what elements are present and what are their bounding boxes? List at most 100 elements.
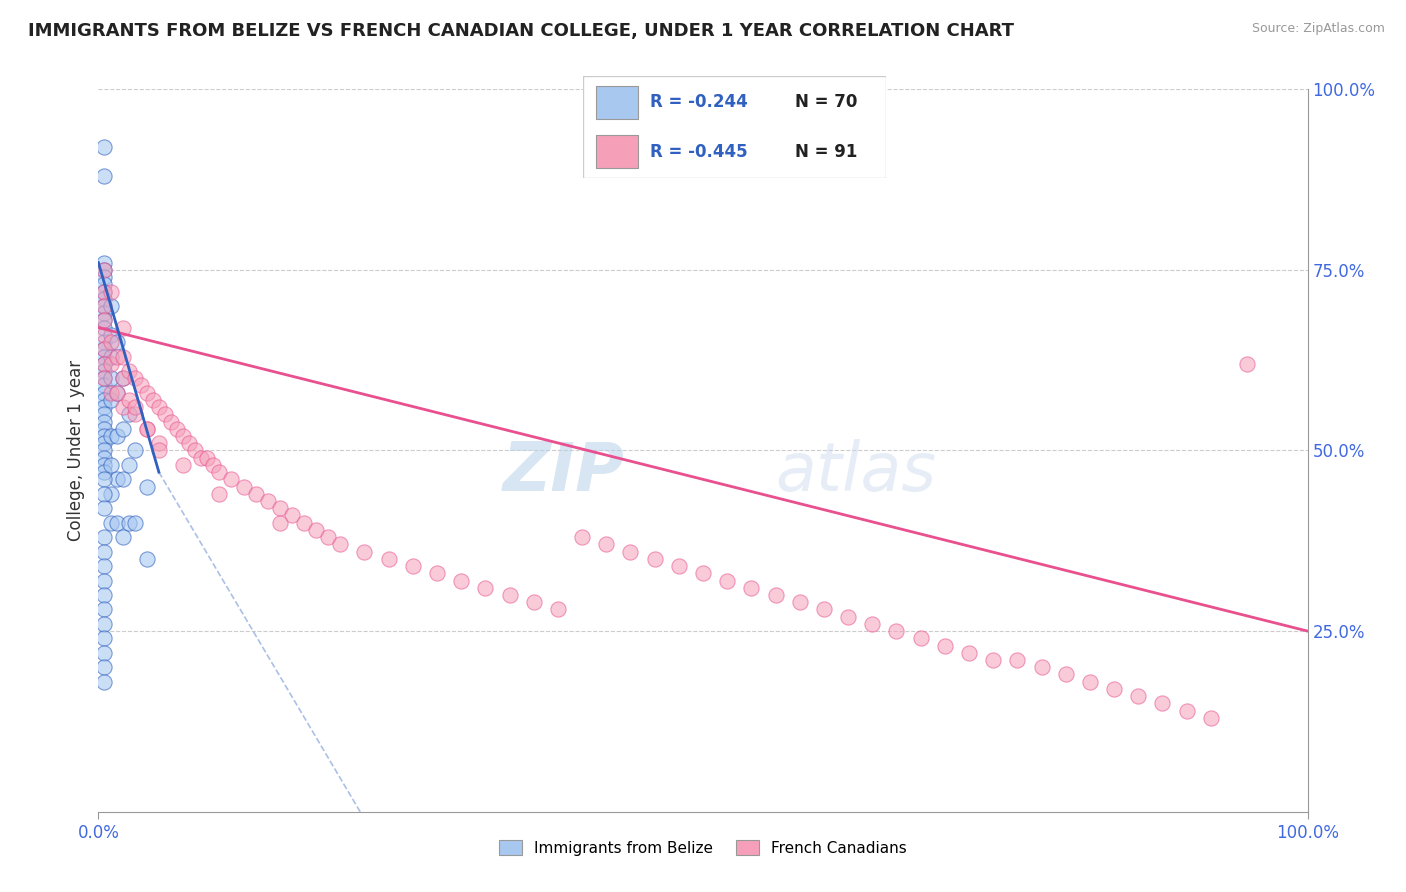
Point: [118, 392, 141, 407]
Point: [837, 609, 859, 624]
Point: [93, 487, 115, 501]
Point: [93, 270, 115, 285]
Point: [305, 523, 328, 537]
Point: [93, 299, 115, 313]
Point: [716, 574, 738, 588]
Text: N = 70: N = 70: [796, 94, 858, 112]
Text: IMMIGRANTS FROM BELIZE VS FRENCH CANADIAN COLLEGE, UNDER 1 YEAR CORRELATION CHAR: IMMIGRANTS FROM BELIZE VS FRENCH CANADIA…: [28, 22, 1014, 40]
Point: [93, 407, 115, 421]
Point: [100, 357, 122, 371]
Point: [111, 350, 134, 364]
Point: [105, 429, 128, 443]
Point: [105, 385, 128, 400]
Point: [148, 443, 170, 458]
Point: [93, 646, 115, 660]
Point: [100, 371, 122, 385]
Point: [498, 588, 520, 602]
Point: [93, 450, 115, 465]
Point: [934, 639, 956, 653]
Point: [93, 415, 115, 429]
Point: [135, 422, 157, 436]
Point: [93, 350, 115, 364]
Point: [105, 385, 128, 400]
Point: [93, 306, 115, 320]
Text: atlas: atlas: [776, 439, 936, 505]
Point: [93, 371, 115, 385]
Y-axis label: College, Under 1 year: College, Under 1 year: [66, 359, 84, 541]
Point: [111, 371, 134, 385]
Point: [100, 487, 122, 501]
Point: [232, 480, 254, 494]
Point: [148, 436, 170, 450]
Point: [93, 559, 115, 574]
Point: [100, 299, 122, 313]
Point: [118, 516, 141, 530]
Point: [93, 140, 115, 154]
Point: [93, 364, 115, 378]
Point: [100, 350, 122, 364]
Point: [105, 516, 128, 530]
Point: [93, 544, 115, 558]
Point: [860, 616, 883, 631]
Text: Source: ZipAtlas.com: Source: ZipAtlas.com: [1251, 22, 1385, 36]
Point: [208, 487, 231, 501]
Point: [93, 343, 115, 357]
Point: [523, 595, 546, 609]
Point: [93, 422, 115, 436]
Point: [93, 320, 115, 334]
Point: [93, 327, 115, 342]
Point: [571, 530, 593, 544]
Point: [245, 487, 267, 501]
Bar: [596, 136, 638, 168]
Bar: [596, 87, 638, 119]
Point: [256, 494, 278, 508]
Point: [105, 350, 128, 364]
Point: [202, 458, 225, 472]
Point: [111, 400, 134, 414]
Point: [619, 544, 641, 558]
Point: [269, 501, 291, 516]
Text: ZIP: ZIP: [502, 439, 624, 505]
Point: [129, 378, 152, 392]
Point: [93, 255, 115, 269]
Point: [93, 501, 115, 516]
Point: [765, 588, 787, 602]
FancyBboxPatch shape: [583, 76, 886, 178]
Point: [1236, 357, 1258, 371]
Point: [195, 450, 218, 465]
Point: [124, 443, 146, 458]
Point: [93, 465, 115, 479]
Point: [221, 472, 243, 486]
Point: [135, 480, 157, 494]
Point: [93, 436, 115, 450]
Point: [208, 465, 231, 479]
Point: [124, 400, 146, 414]
Point: [105, 472, 128, 486]
Point: [426, 566, 449, 581]
Point: [93, 385, 115, 400]
Point: [93, 285, 115, 299]
Point: [281, 508, 304, 523]
Point: [93, 357, 115, 371]
Point: [166, 422, 188, 436]
Point: [172, 458, 194, 472]
Point: [1102, 681, 1125, 696]
Point: [93, 674, 115, 689]
Point: [100, 385, 122, 400]
Point: [100, 392, 122, 407]
Text: R = -0.445: R = -0.445: [650, 143, 748, 161]
Point: [269, 516, 291, 530]
Point: [93, 285, 115, 299]
Point: [93, 262, 115, 277]
Point: [100, 285, 122, 299]
Point: [353, 544, 375, 558]
Point: [93, 378, 115, 392]
Point: [93, 313, 115, 327]
Point: [1031, 660, 1053, 674]
Point: [93, 429, 115, 443]
Point: [595, 537, 617, 551]
Point: [886, 624, 908, 639]
Point: [93, 299, 115, 313]
Point: [93, 343, 115, 357]
Point: [402, 559, 425, 574]
